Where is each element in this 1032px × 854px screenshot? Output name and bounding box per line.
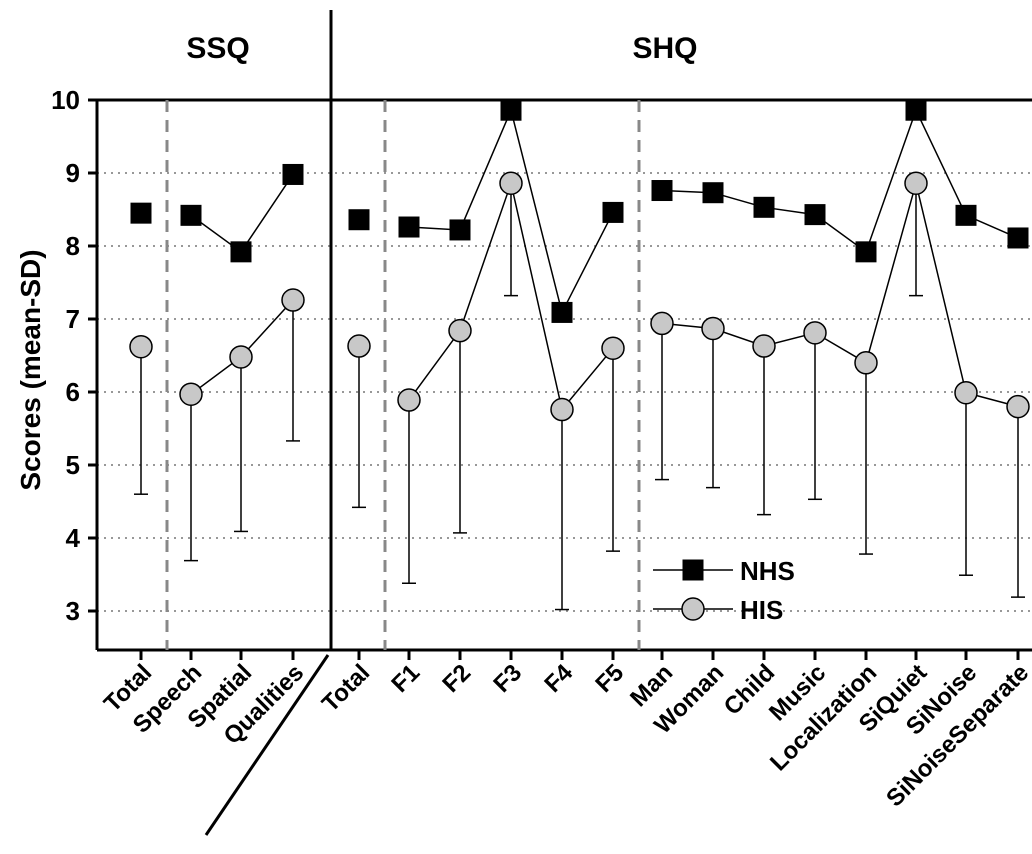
nhs-point: [955, 204, 977, 226]
group-title-ssq: SSQ: [186, 32, 249, 65]
y-tick-label: 5: [66, 450, 80, 480]
nhs-point: [602, 201, 624, 223]
his-point: [650, 311, 674, 336]
series-lines: [190, 107, 1019, 412]
group-divider-slash: [204, 654, 330, 836]
y-tick-label: 4: [66, 523, 81, 553]
nhs-point: [282, 163, 304, 185]
nhs-point: [905, 99, 927, 121]
nhs-point: [500, 99, 522, 121]
nhs-point: [449, 219, 471, 241]
his-point: [701, 316, 725, 341]
x-tick-label: F2: [437, 659, 476, 698]
his-point: [904, 171, 928, 195]
his-point: [752, 334, 776, 358]
nhs-point: [702, 182, 724, 204]
y-tick-label: 8: [66, 231, 80, 261]
his-point: [347, 334, 371, 358]
nhs-point: [753, 196, 775, 218]
legend-nhs-label: NHS: [740, 556, 795, 586]
y-tick-label: 6: [66, 377, 80, 407]
x-tick-label: Total: [317, 659, 375, 717]
error-bars: [134, 183, 1025, 611]
his-point: [179, 382, 203, 406]
his-point: [550, 397, 574, 422]
legend-his-marker: [681, 597, 705, 621]
his-point: [448, 318, 472, 343]
x-tick-label: F1: [386, 659, 425, 698]
x-tick-label: F5: [590, 659, 629, 698]
y-tick-label: 10: [51, 85, 80, 115]
his-point: [229, 345, 253, 369]
his-point: [601, 336, 625, 360]
nhs-point: [130, 202, 152, 224]
gridlines: [97, 172, 1032, 612]
his-point: [1006, 394, 1030, 419]
his-point: [397, 388, 421, 412]
nhs-point: [348, 209, 370, 231]
legend-his-label: HIS: [740, 595, 783, 625]
his-point: [499, 171, 523, 195]
his-point: [803, 321, 827, 345]
nhs-point: [651, 180, 673, 202]
y-tick-label: 3: [66, 596, 80, 626]
group-title-shq: SHQ: [632, 32, 697, 65]
nhs-point: [855, 241, 877, 263]
x-tick-label: F3: [488, 659, 527, 698]
y-tick-label: 9: [66, 158, 80, 188]
series-line-nhs: [661, 108, 1019, 254]
legend: NHS HIS: [653, 556, 795, 625]
his-point: [281, 288, 305, 312]
his-point: [854, 351, 878, 375]
nhs-point: [230, 241, 252, 263]
y-tick-label: 7: [66, 304, 80, 334]
nhs-point: [180, 204, 202, 226]
plot-frame: [95, 10, 1032, 836]
series-markers: [129, 99, 1030, 422]
nhs-point: [398, 216, 420, 238]
x-tick-label: F4: [539, 659, 578, 698]
y-ticks: 3 4 5 6 7 8 9 10: [51, 85, 97, 626]
his-point: [954, 380, 978, 405]
his-point: [129, 334, 153, 359]
series-line-nhs: [190, 174, 294, 253]
nhs-point: [804, 204, 826, 226]
nhs-point: [551, 301, 573, 323]
legend-nhs-marker: [682, 559, 704, 581]
nhs-point: [1007, 227, 1029, 249]
y-axis-label: Scores (mean-SD): [15, 249, 46, 490]
